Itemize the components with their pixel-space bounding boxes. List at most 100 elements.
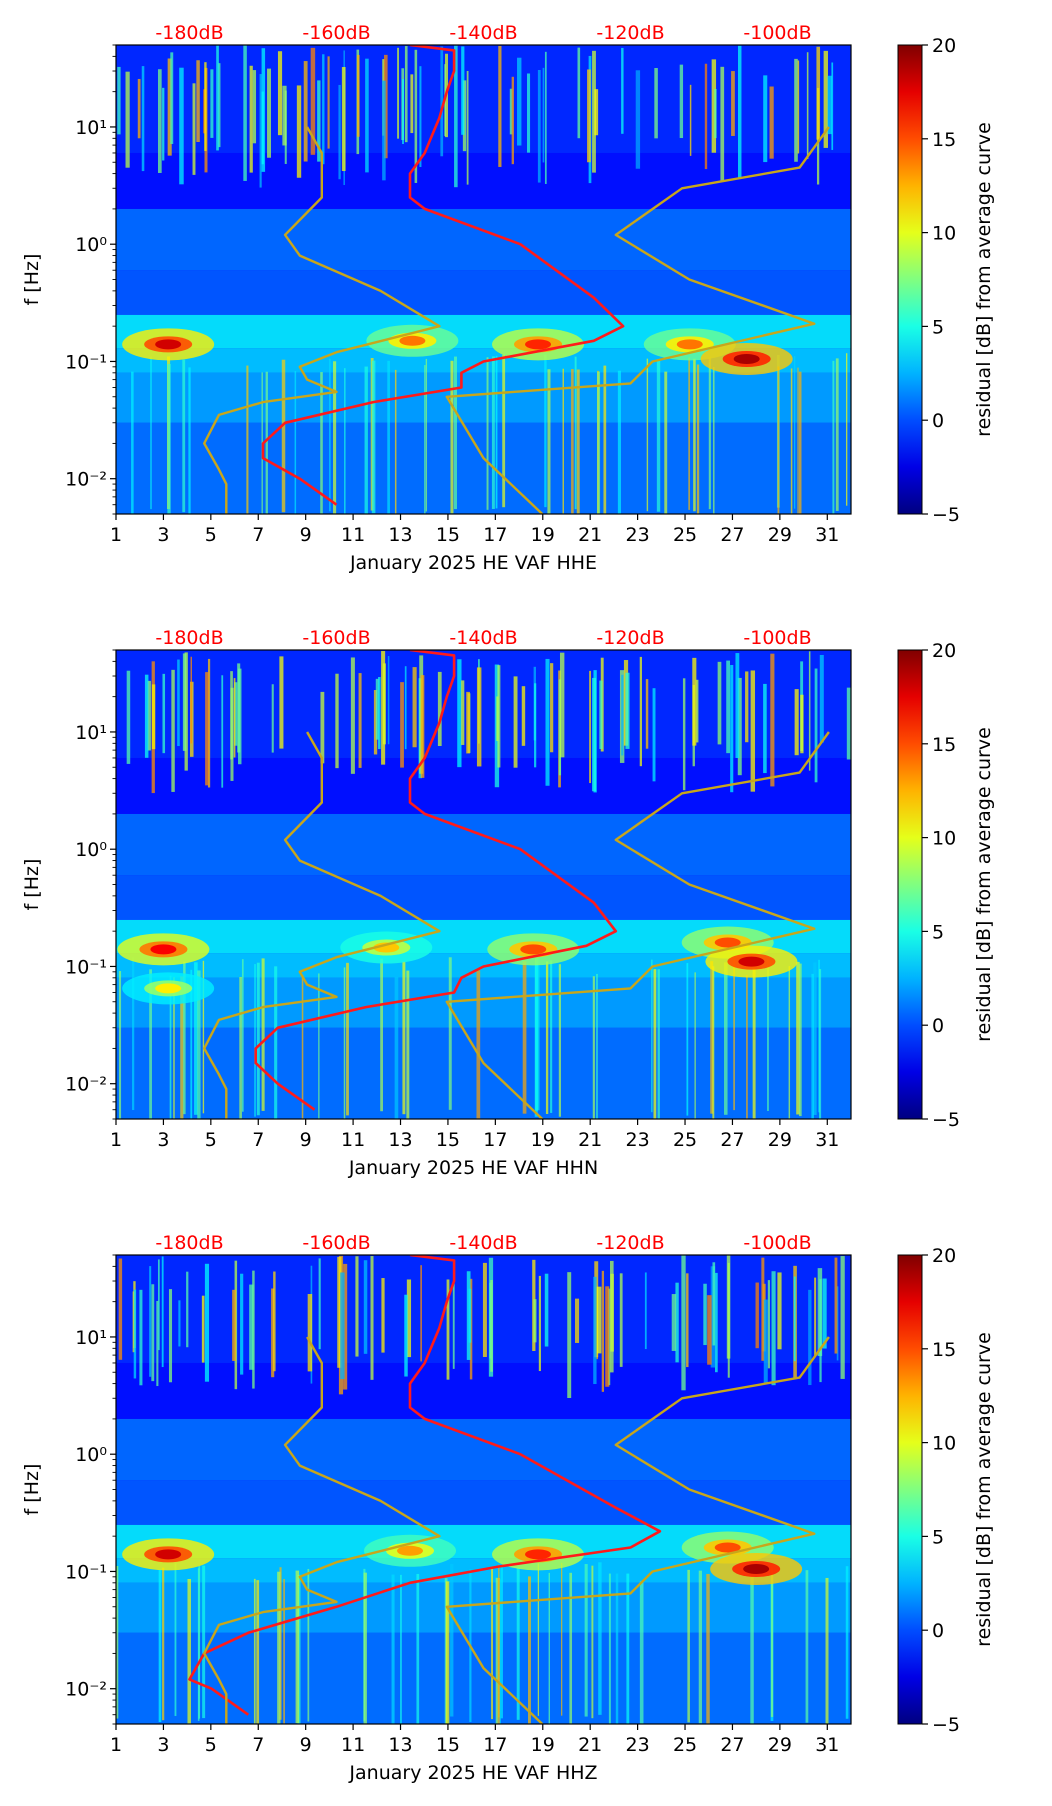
heatmap-streak [808, 1289, 812, 1386]
heatmap-streak [267, 68, 271, 158]
x-tick-label: 29 [768, 1734, 792, 1756]
heatmap-streak [320, 691, 325, 764]
heatmap-streak [454, 45, 458, 188]
heatmap-streak [797, 60, 800, 154]
heatmap-streak [599, 680, 603, 750]
heatmap-streak [249, 65, 253, 173]
heatmap-streak [277, 51, 283, 136]
heatmap-streak [239, 976, 242, 1119]
heatmap-streak [522, 961, 527, 1114]
x-tick-label: 11 [341, 1129, 365, 1151]
heatmap-streak [350, 657, 355, 774]
heatmap-streak [182, 359, 186, 513]
heatmap-streak [819, 654, 824, 743]
heatmap-streak [707, 1295, 712, 1365]
colorbar-tick-label: 0 [932, 1015, 944, 1037]
heatmap-streak [704, 63, 708, 170]
heatmap-streak [745, 671, 749, 743]
heatmap-streak [617, 370, 621, 514]
colorbar-tick-label: −5 [932, 504, 960, 526]
heatmap-streak [144, 674, 149, 758]
heatmap-streak [149, 969, 152, 1119]
x-tick-label: 9 [300, 524, 312, 546]
heatmap-streak [571, 369, 574, 514]
colorbar-gradient [897, 1254, 923, 1725]
heatmap-streak [761, 1257, 765, 1361]
heatmap-streak [169, 975, 172, 1119]
heatmap-streak [491, 356, 495, 509]
heatmap-streak [141, 66, 145, 172]
heatmap-streak [249, 1284, 254, 1370]
heatmap-streak [173, 977, 175, 1119]
heatmap-streak [340, 1272, 345, 1380]
heatmap-streak [201, 1295, 205, 1363]
heatmap-streak [190, 656, 193, 744]
heatmap-streak [240, 1273, 244, 1375]
x-tick-label: 13 [388, 1129, 412, 1151]
heatmap-streak [790, 368, 793, 514]
heatmap-streak [202, 1565, 206, 1719]
heatmap-hotspot [155, 983, 182, 994]
heatmap-streak [533, 1299, 537, 1343]
heatmap-streak [495, 355, 498, 509]
heatmap-streak [544, 354, 547, 508]
spectrogram-panel-1: 1 3 5 7 9 11 13 15 17 19 21 23 25 27 29 3110⁻²10⁻¹10⁰10… [21, 22, 995, 574]
heatmap-streak [294, 371, 297, 514]
heatmap-streak [150, 356, 152, 510]
heatmap-streak [204, 1263, 210, 1382]
heatmap-streak [621, 674, 624, 756]
heatmap-streak [204, 62, 207, 151]
heatmap-streak [755, 1282, 759, 1349]
x-tick-label: 9 [300, 1129, 312, 1151]
heatmap-streak [343, 1263, 348, 1390]
x-tick-label: 7 [252, 1129, 264, 1151]
heatmap-streak [534, 683, 537, 768]
curve-average_curve_dB [254, 650, 618, 1111]
curve-noise_model_low_dB [202, 731, 441, 1119]
heatmap-streak [162, 673, 166, 754]
x-tick-label: 11 [341, 524, 365, 546]
heatmap-streak [808, 651, 811, 771]
heatmap-streak [343, 967, 346, 1119]
top-db-tick-label: -100dB [743, 627, 811, 649]
heatmap-streak [322, 54, 325, 165]
x-tick-label: 17 [483, 524, 507, 546]
heatmap-streak [499, 1579, 501, 1724]
heatmap-streak [466, 691, 470, 754]
heatmap-streak [528, 1576, 531, 1724]
curve-noise_model_high_dB [445, 731, 830, 1119]
x-tick-label: 13 [388, 524, 412, 546]
heatmap-streak [387, 656, 390, 745]
heatmap-streak [218, 63, 221, 148]
heatmap-streak [320, 372, 323, 514]
heatmap-streak [192, 83, 196, 175]
heatmap-streak [652, 688, 656, 782]
heatmap-streak [382, 80, 386, 181]
heatmap-streak [365, 58, 369, 173]
heatmap-streak [404, 46, 408, 143]
x-tick-label: 31 [815, 1129, 839, 1151]
colorbar-label: residual [dB] from average curve [973, 1332, 995, 1647]
heatmap-streak [731, 71, 735, 136]
heatmap-streak [832, 360, 835, 514]
x-tick-label: 1 [110, 1129, 122, 1151]
heatmap-streak [653, 969, 657, 1119]
heatmap-streak [486, 357, 489, 510]
heatmap-streak [625, 672, 630, 749]
heatmap-streak [261, 958, 265, 1111]
heatmap-streak [703, 1283, 707, 1346]
heatmap-streak [476, 667, 482, 767]
heatmap-streak [355, 1256, 359, 1357]
x-tick-label: 21 [578, 1734, 602, 1756]
heatmap-streak [712, 1262, 716, 1346]
heatmap-streak [256, 962, 260, 1116]
heatmap-streak [610, 1260, 614, 1373]
heatmap-streak [527, 73, 531, 153]
top-db-tick-label: -140dB [449, 627, 517, 649]
heatmap-streak [840, 1256, 845, 1379]
heatmap-hotspot [733, 353, 760, 364]
heatmap-streak [626, 1573, 630, 1724]
x-tick-label: 25 [673, 1129, 697, 1151]
heatmap-streak [318, 1258, 321, 1350]
heatmap-streak [639, 656, 642, 767]
